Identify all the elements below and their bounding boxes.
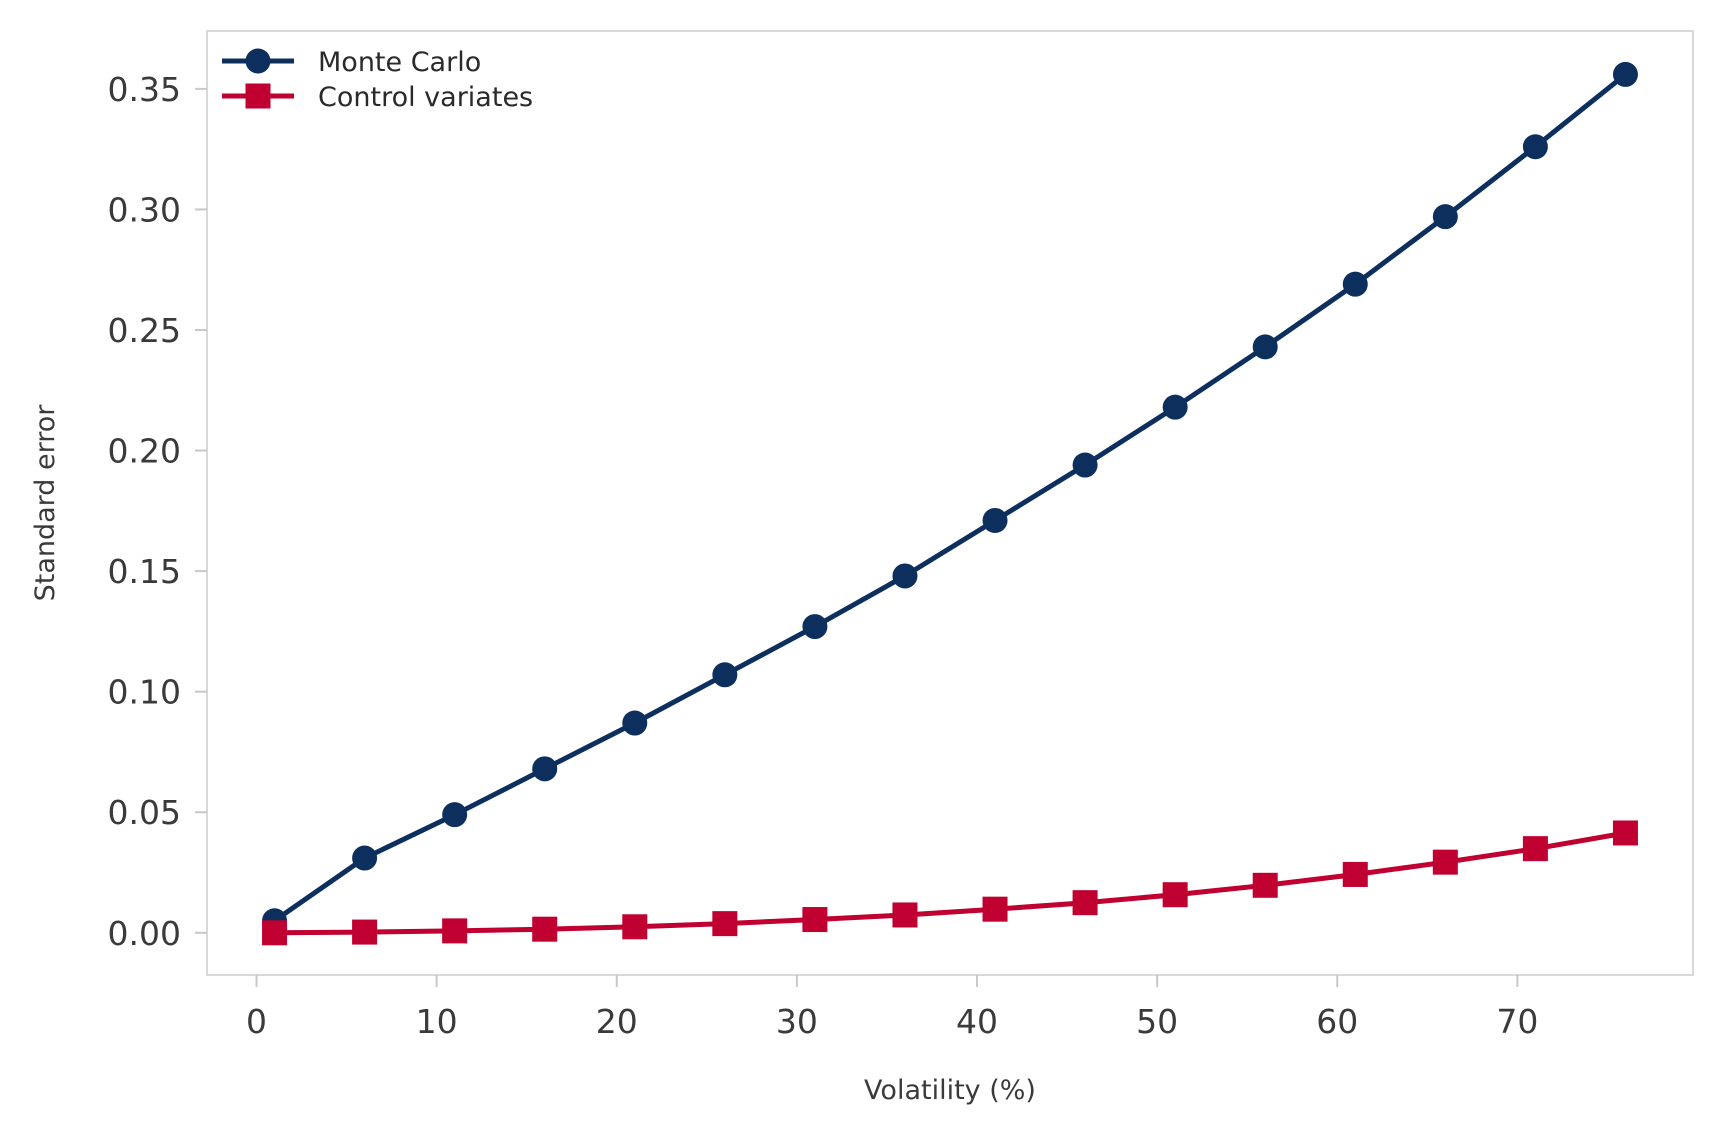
data-point <box>1342 861 1368 887</box>
data-point <box>442 802 468 828</box>
x-tick-label: 50 <box>1136 1002 1178 1041</box>
data-point <box>442 918 468 944</box>
data-point <box>532 756 558 782</box>
legend-item-monte-carlo: Monte Carlo <box>222 47 481 78</box>
data-point <box>1522 134 1548 160</box>
y-tick-label: 0.15 <box>108 552 181 591</box>
y-tick-label: 0.35 <box>108 70 181 109</box>
legend: Monte Carlo Control variates <box>222 47 533 113</box>
x-tick-label: 60 <box>1316 1002 1358 1041</box>
data-point <box>352 845 378 871</box>
data-point <box>892 902 918 928</box>
x-tick-label: 0 <box>246 1002 267 1041</box>
x-tick-label: 40 <box>956 1002 998 1041</box>
legend-item-control-variates: Control variates <box>222 82 533 113</box>
data-point <box>1612 61 1638 87</box>
data-point <box>1252 872 1278 898</box>
data-point <box>892 563 918 589</box>
x-tick-label: 70 <box>1496 1002 1538 1041</box>
y-tick-label: 0.10 <box>108 673 181 712</box>
data-point <box>982 507 1008 533</box>
series-line-control-variates <box>274 830 1626 936</box>
x-tick-label: 30 <box>776 1002 818 1041</box>
legend-label: Monte Carlo <box>318 47 481 78</box>
y-tick-label: 0.30 <box>108 190 181 229</box>
legend-label: Control variates <box>318 82 533 113</box>
data-point <box>532 916 558 942</box>
y-tick-label: 0.25 <box>108 311 181 350</box>
data-point <box>1162 394 1188 420</box>
data-point <box>712 911 738 937</box>
data-point <box>1162 882 1188 908</box>
legend-marker <box>245 48 271 74</box>
y-tick-label: 0.05 <box>108 793 181 832</box>
data-point <box>262 920 288 946</box>
series-monte-carlo <box>262 61 1638 934</box>
series-layer <box>262 61 1638 946</box>
data-point <box>712 662 738 688</box>
data-point <box>1432 204 1458 230</box>
y-tick-label: 0.20 <box>108 432 181 471</box>
data-point <box>1432 849 1458 875</box>
data-point <box>1522 836 1548 862</box>
plot-frame <box>206 30 1694 976</box>
x-axis-label: Volatility (%) <box>864 1075 1036 1106</box>
x-tick-label: 20 <box>596 1002 638 1041</box>
data-point <box>622 914 648 940</box>
data-point <box>1342 271 1368 297</box>
x-tick-label: 10 <box>416 1002 458 1041</box>
legend-marker <box>245 83 271 109</box>
data-point <box>1252 334 1278 360</box>
data-point <box>622 710 648 736</box>
series-line-monte-carlo <box>273 72 1628 923</box>
data-point <box>1612 820 1638 846</box>
data-point <box>802 614 828 640</box>
y-axis-label: Standard error <box>30 404 61 602</box>
data-point <box>1072 890 1098 916</box>
y-tick-label: 0.00 <box>108 914 181 953</box>
data-point <box>802 907 828 933</box>
y-axis: 0.00 0.05 0.10 0.15 0.20 0.25 0.30 0.35 <box>108 70 207 953</box>
data-point <box>982 896 1008 922</box>
data-point <box>1072 452 1098 478</box>
x-axis: 0 10 20 30 40 50 60 70 <box>246 975 1538 1041</box>
data-point <box>352 919 378 945</box>
series-control-variates <box>262 820 1638 946</box>
